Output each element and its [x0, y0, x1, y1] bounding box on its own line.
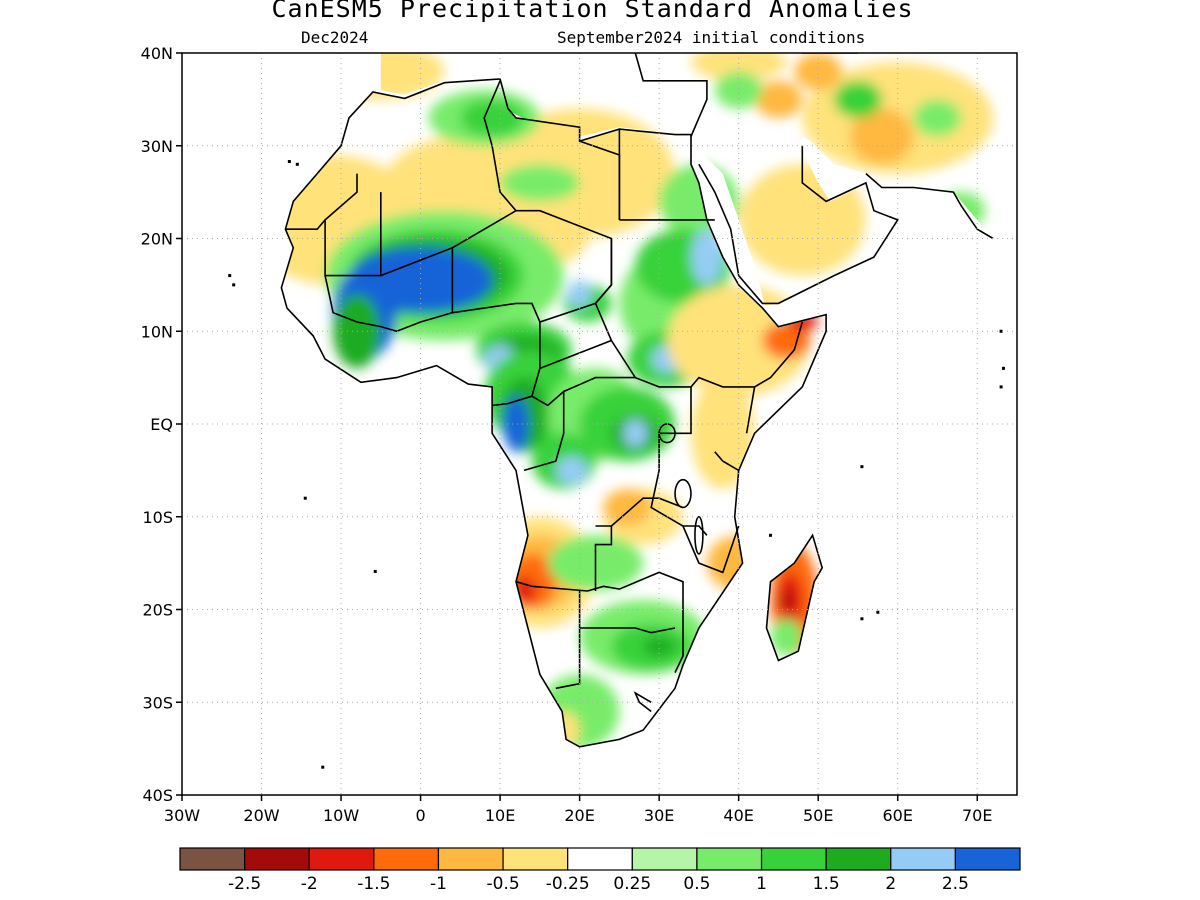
lat-tick-label: 10N [141, 322, 173, 341]
legend-swatch [502, 847, 569, 871]
lon-tick-label: 20W [243, 806, 279, 825]
lon-tick-label: 60E [882, 806, 912, 825]
lon-tick-label: 10E [485, 806, 515, 825]
lon-tick-label: 50E [803, 806, 833, 825]
legend-swatch [179, 847, 246, 871]
lon-tick-label: 30W [164, 806, 200, 825]
legend-swatch [373, 847, 440, 871]
legend-label: 1 [756, 874, 767, 894]
lon-tick-label: 0 [415, 806, 425, 825]
initial-conditions-label: September2024 initial conditions [557, 28, 866, 47]
lat-tick-label: 30N [141, 137, 173, 156]
legend-swatch [954, 847, 1021, 871]
legend-label: -0.25 [546, 874, 590, 894]
legend-swatch [631, 847, 698, 871]
legend-swatch [825, 847, 892, 871]
lon-tick-label: 70E [962, 806, 992, 825]
legend-swatch [696, 847, 763, 871]
legend-label: 0.25 [613, 874, 651, 894]
axis-layer: 30W 20W 10W 0 10E 20E 30E 40E 50E 60E 70E 40N 30N 20N… [141, 44, 993, 825]
legend-swatch [567, 847, 633, 871]
grid-layer [182, 53, 1017, 795]
lat-tick-label: 20S [142, 601, 173, 620]
legend-label: -2 [301, 874, 318, 894]
legend-label: -2.5 [228, 874, 261, 894]
legend-swatch [890, 847, 956, 871]
lon-tick-label: 10W [323, 806, 359, 825]
legend-label: 2.5 [942, 874, 969, 894]
legend-label: -1.5 [357, 874, 390, 894]
legend-label: 2 [885, 874, 896, 894]
lon-tick-label: 40E [723, 806, 753, 825]
lat-tick-label: 30S [142, 693, 173, 712]
legend-swatch [760, 847, 827, 871]
lat-tick-label: 10S [142, 508, 173, 527]
legend-label: 1.5 [813, 874, 840, 894]
lat-tick-label: EQ [150, 415, 173, 434]
lat-tick-label: 40N [141, 44, 173, 63]
legend-label: -1 [430, 874, 447, 894]
lon-tick-label: 30E [644, 806, 674, 825]
legend-swatch [308, 847, 375, 871]
legend-swatch [437, 847, 504, 871]
legend-swatch [244, 847, 310, 871]
forecast-month: Dec2024 [301, 28, 369, 47]
map-title: CanESM5 Precipitation Standard Anomalies [271, 0, 914, 23]
lon-tick-label: 20E [564, 806, 594, 825]
lat-tick-label: 20N [141, 230, 173, 249]
lat-tick-label: 40S [142, 786, 173, 805]
legend-label: -0.5 [486, 874, 519, 894]
legend-label: 0.5 [683, 874, 710, 894]
